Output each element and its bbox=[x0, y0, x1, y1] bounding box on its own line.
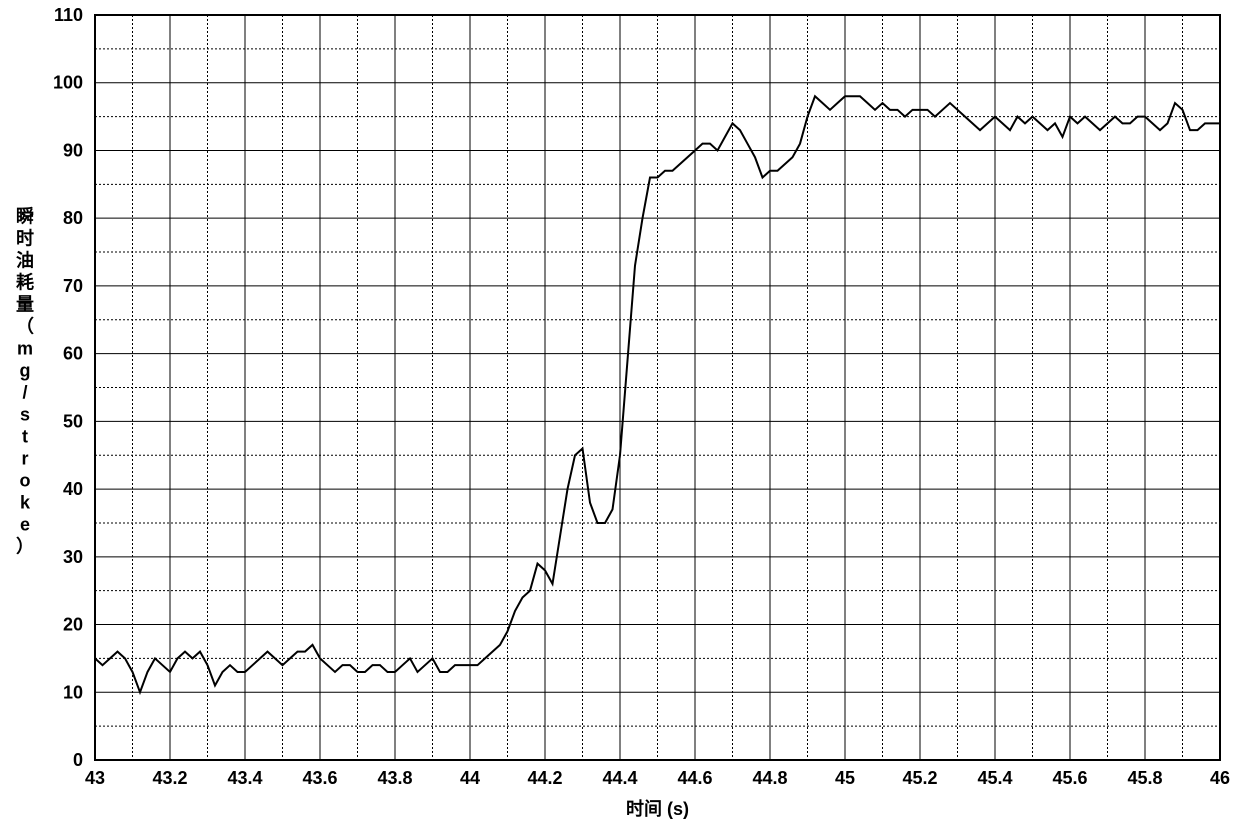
y-tick-label: 0 bbox=[73, 750, 83, 770]
x-tick-label: 45.8 bbox=[1127, 768, 1162, 788]
x-tick-label: 45 bbox=[835, 768, 855, 788]
svg-text:耗: 耗 bbox=[16, 272, 34, 293]
svg-text:油: 油 bbox=[16, 250, 34, 271]
x-tick-label: 45.6 bbox=[1052, 768, 1087, 788]
x-tick-label: 43.6 bbox=[302, 768, 337, 788]
svg-text:e: e bbox=[20, 515, 30, 535]
x-axis-label: 时间 (s) bbox=[626, 799, 689, 819]
x-tick-label: 44.4 bbox=[602, 768, 637, 788]
y-tick-label: 30 bbox=[63, 547, 83, 567]
y-tick-label: 90 bbox=[63, 140, 83, 160]
svg-text:/: / bbox=[22, 383, 27, 403]
data-series-line bbox=[95, 96, 1220, 692]
y-tick-label: 100 bbox=[53, 73, 83, 93]
x-tick-label: 44 bbox=[460, 768, 480, 788]
svg-text:s: s bbox=[20, 405, 30, 425]
svg-text:o: o bbox=[20, 471, 31, 491]
svg-text:k: k bbox=[20, 493, 31, 513]
y-tick-label: 40 bbox=[63, 479, 83, 499]
x-tick-label: 44.2 bbox=[527, 768, 562, 788]
y-tick-label: 80 bbox=[63, 208, 83, 228]
chart-container: 43 43.2 43.4 43.6 43.8 44 44.2 44.4 44.6 44.8 45 45… bbox=[0, 0, 1240, 831]
x-tick-label: 43 bbox=[85, 768, 105, 788]
svg-text:时: 时 bbox=[16, 229, 34, 249]
x-tick-label: 44.6 bbox=[677, 768, 712, 788]
x-tick-label: 43.4 bbox=[227, 768, 262, 788]
y-axis-label: 瞬时油耗量（mg/stroke） bbox=[16, 206, 34, 557]
x-tick-label: 45.4 bbox=[977, 768, 1012, 788]
svg-text:r: r bbox=[21, 449, 28, 469]
svg-text:瞬: 瞬 bbox=[16, 206, 34, 227]
svg-text:（: （ bbox=[16, 317, 34, 337]
y-tick-label: 60 bbox=[63, 344, 83, 364]
y-tick-label: 110 bbox=[54, 5, 83, 25]
svg-text:t: t bbox=[22, 427, 28, 447]
x-tick-label: 44.8 bbox=[752, 768, 787, 788]
x-tick-label: 46 bbox=[1210, 768, 1230, 788]
y-tick-label: 10 bbox=[63, 682, 83, 702]
x-tick-label: 43.8 bbox=[377, 768, 412, 788]
x-tick-label: 43.2 bbox=[152, 768, 187, 788]
svg-text:m: m bbox=[17, 339, 33, 359]
line-chart: 43 43.2 43.4 43.6 43.8 44 44.2 44.4 44.6 44.8 45 45… bbox=[0, 0, 1240, 831]
svg-text:g: g bbox=[20, 361, 31, 381]
y-tick-label: 20 bbox=[63, 615, 83, 635]
y-tick-label: 70 bbox=[63, 276, 83, 296]
svg-text:量: 量 bbox=[16, 294, 34, 315]
svg-text:）: ） bbox=[16, 537, 34, 557]
x-tick-label: 45.2 bbox=[902, 768, 937, 788]
y-tick-label: 50 bbox=[63, 411, 83, 431]
